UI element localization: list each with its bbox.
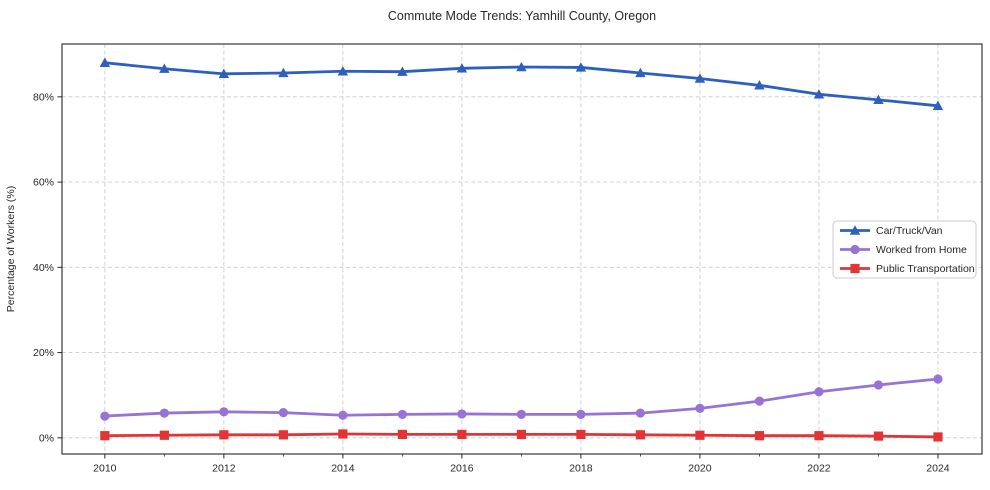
data-point-triangle [873,94,884,105]
x-tick-label: 2018 [569,463,593,475]
data-point-circle [338,410,348,420]
data-point-triangle [754,80,765,90]
chart-title: Commute Mode Trends: Yamhill County, Ore… [387,9,657,23]
data-point-circle [873,380,884,390]
data-point-circle [219,407,229,417]
data-point-triangle [694,73,706,83]
y-tick-label: 20% [33,347,54,359]
data-point-triangle [849,225,861,235]
data-point-square [576,429,586,439]
legend-label: Worked from Home [876,244,967,256]
data-point-triangle [932,100,944,110]
legend-box [832,220,977,279]
y-tick-label: 40% [33,262,54,274]
data-point-circle [100,411,110,421]
legend-label: Car/Truck/Van [876,225,943,237]
y-tick-label: 80% [33,91,54,103]
data-point-triangle [813,89,825,99]
data-point-square [695,430,705,440]
data-point-triangle [159,63,170,73]
x-tick-label: 2014 [331,463,355,475]
data-point-triangle [397,66,408,76]
data-point-square [814,431,824,441]
data-point-square [159,430,169,440]
data-point-square [338,429,348,439]
data-point-triangle [456,63,468,73]
plot-border [61,43,983,455]
data-point-triangle [635,67,646,78]
data-point-square [933,432,943,442]
data-point-circle [635,408,646,418]
data-point-circle [754,396,765,406]
y-axis-label: Percentage of Workers (%) [5,186,17,312]
data-point-square [850,263,860,274]
data-point-circle [850,244,860,255]
x-tick-label: 2016 [450,463,474,475]
data-point-square [635,430,646,440]
data-point-square [278,430,288,440]
x-tick-label: 2020 [688,463,712,475]
data-point-circle [933,374,943,384]
data-point-square [100,431,110,441]
data-point-triangle [516,61,527,72]
x-tick-label: 2012 [212,463,236,475]
data-point-triangle [337,66,349,76]
data-point-circle [576,409,586,419]
data-point-square [873,431,884,441]
data-point-square [397,429,407,439]
x-tick-label: 2022 [807,463,831,475]
data-point-circle [397,409,407,419]
legend-label: Public Transportation [876,263,975,275]
data-point-triangle [99,57,111,67]
data-point-circle [814,387,824,397]
data-point-square [516,429,527,439]
y-tick-label: 0% [39,432,54,444]
data-point-square [219,430,229,440]
data-point-circle [159,408,169,418]
data-point-circle [516,409,527,419]
data-point-square [754,431,765,441]
data-point-circle [278,408,288,418]
data-point-circle [457,409,467,419]
data-point-circle [695,403,705,413]
data-point-triangle [278,67,289,78]
x-tick-label: 2010 [93,463,117,475]
data-point-square [457,429,467,439]
x-tick-label: 2024 [926,463,950,475]
y-tick-label: 60% [33,177,54,189]
data-point-triangle [218,68,230,79]
data-point-triangle [575,62,587,72]
